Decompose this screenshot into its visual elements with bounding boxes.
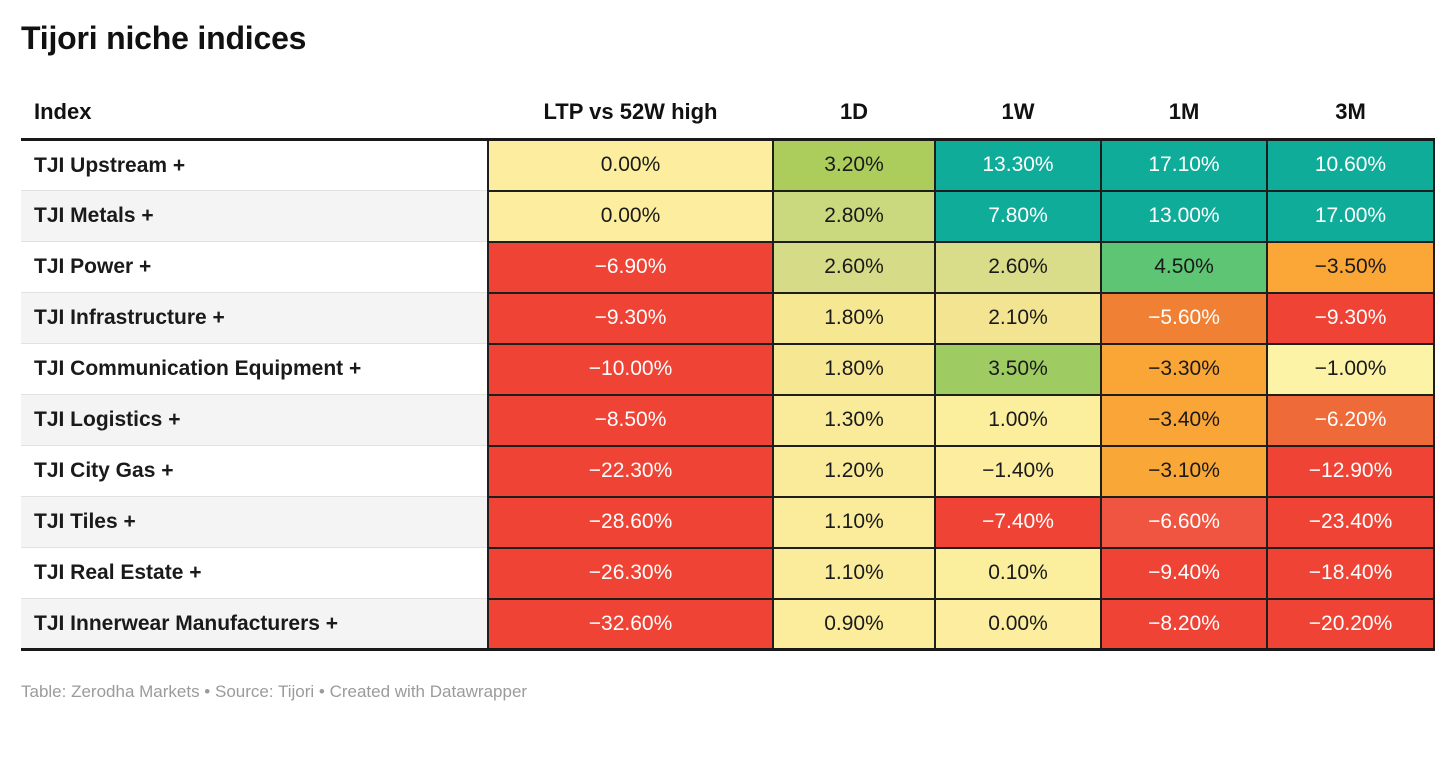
value-cell: 0.00%: [934, 597, 1102, 651]
value-cell: 3.50%: [934, 342, 1102, 396]
value-cell: −10.00%: [487, 342, 774, 396]
index-cell[interactable]: TJI Real Estate +: [21, 547, 488, 599]
page-title: Tijori niche indices: [21, 20, 307, 56]
table-row: TJI Communication Equipment + −10.00% 1.80…: [21, 342, 1435, 396]
index-cell[interactable]: TJI City Gas +: [21, 445, 488, 497]
value-cell: −9.30%: [487, 291, 774, 345]
table-row: TJI Logistics + −8.50% 1.30% 1.00% −3.40% −6.…: [21, 393, 1435, 447]
data-table: Index LTP vs 52W high 1D 1W 1M 3M TJI Upstrea…: [21, 57, 1435, 651]
table-row: TJI Tiles + −28.60% 1.10% −7.40% −6.60% −23.4…: [21, 495, 1435, 549]
column-header-1m: 1M: [1101, 57, 1267, 141]
column-header-1d: 1D: [773, 57, 935, 141]
table-row: TJI Power + −6.90% 2.60% 2.60% 4.50% −3.50%: [21, 240, 1435, 294]
value-cell: −12.90%: [1266, 444, 1435, 498]
table-row: TJI City Gas + −22.30% 1.20% −1.40% −3.10% −1…: [21, 444, 1435, 498]
column-header-3m: 3M: [1267, 57, 1434, 141]
value-cell: −22.30%: [487, 444, 774, 498]
value-cell: −1.00%: [1266, 342, 1435, 396]
value-cell: −1.40%: [934, 444, 1102, 498]
value-cell: 0.00%: [487, 138, 774, 192]
table-row: TJI Infrastructure + −9.30% 1.80% 2.10% −5.6…: [21, 291, 1435, 345]
value-cell: −3.50%: [1266, 240, 1435, 294]
value-cell: 2.10%: [934, 291, 1102, 345]
value-cell: 1.20%: [772, 444, 936, 498]
attribution-text: Table: Zerodha Markets • Source: Tijori …: [21, 682, 528, 701]
value-cell: 1.10%: [772, 546, 936, 600]
table-row: TJI Real Estate + −26.30% 1.10% 0.10% −9.40%…: [21, 546, 1435, 600]
value-cell: −23.40%: [1266, 495, 1435, 549]
value-cell: 7.80%: [934, 189, 1102, 243]
value-cell: −5.60%: [1100, 291, 1268, 345]
value-cell: 1.80%: [772, 342, 936, 396]
value-cell: 10.60%: [1266, 138, 1435, 192]
value-cell: 4.50%: [1100, 240, 1268, 294]
index-cell[interactable]: TJI Logistics +: [21, 394, 488, 446]
table-row: TJI Upstream +0.00% 3.20% 13.30% 17.10% 10.6…: [21, 138, 1435, 192]
value-cell: 1.00%: [934, 393, 1102, 447]
value-cell: −20.20%: [1266, 597, 1435, 651]
value-cell: 13.30%: [934, 138, 1102, 192]
value-cell: −6.20%: [1266, 393, 1435, 447]
value-cell: 1.30%: [772, 393, 936, 447]
value-cell: −8.20%: [1100, 597, 1268, 651]
index-cell[interactable]: TJI Infrastructure +: [21, 292, 488, 344]
value-cell: −9.30%: [1266, 291, 1435, 345]
index-cell[interactable]: TJI Metals +: [21, 190, 488, 242]
value-cell: −26.30%: [487, 546, 774, 600]
value-cell: 2.60%: [934, 240, 1102, 294]
value-cell: 1.10%: [772, 495, 936, 549]
table-body: TJI Upstream +0.00% 3.20% 13.30% 17.10% 10.6…: [21, 138, 1435, 651]
table-row: TJI Innerwear Manufacturers + −32.60% 0.90…: [21, 597, 1435, 651]
value-cell: −3.10%: [1100, 444, 1268, 498]
column-header-index: Index: [21, 57, 488, 141]
value-cell: 0.00%: [487, 189, 774, 243]
value-cell: 1.80%: [772, 291, 936, 345]
value-cell: 17.00%: [1266, 189, 1435, 243]
index-cell[interactable]: TJI Upstream +: [21, 139, 488, 191]
value-cell: −9.40%: [1100, 546, 1268, 600]
value-cell: −8.50%: [487, 393, 774, 447]
value-cell: −28.60%: [487, 495, 774, 549]
value-cell: 13.00%: [1100, 189, 1268, 243]
index-cell[interactable]: TJI Innerwear Manufacturers +: [21, 598, 488, 651]
value-cell: −6.90%: [487, 240, 774, 294]
value-cell: 0.90%: [772, 597, 936, 651]
index-cell[interactable]: TJI Communication Equipment +: [21, 343, 488, 395]
value-cell: −3.30%: [1100, 342, 1268, 396]
value-cell: 17.10%: [1100, 138, 1268, 192]
column-header-ltp-vs-52w-high: LTP vs 52W high: [488, 57, 773, 141]
value-cell: 3.20%: [772, 138, 936, 192]
index-cell[interactable]: TJI Power +: [21, 241, 488, 293]
value-cell: 2.60%: [772, 240, 936, 294]
value-cell: 2.80%: [772, 189, 936, 243]
value-cell: 0.10%: [934, 546, 1102, 600]
index-cell[interactable]: TJI Tiles +: [21, 496, 488, 548]
table-row: TJI Metals +0.00% 2.80% 7.80% 13.00% 17.00%: [21, 189, 1435, 243]
value-cell: −32.60%: [487, 597, 774, 651]
column-header-1w: 1W: [935, 57, 1101, 141]
value-cell: −3.40%: [1100, 393, 1268, 447]
value-cell: −18.40%: [1266, 546, 1435, 600]
value-cell: −6.60%: [1100, 495, 1268, 549]
value-cell: −7.40%: [934, 495, 1102, 549]
table-header-row: Index LTP vs 52W high 1D 1W 1M 3M: [21, 57, 1434, 141]
